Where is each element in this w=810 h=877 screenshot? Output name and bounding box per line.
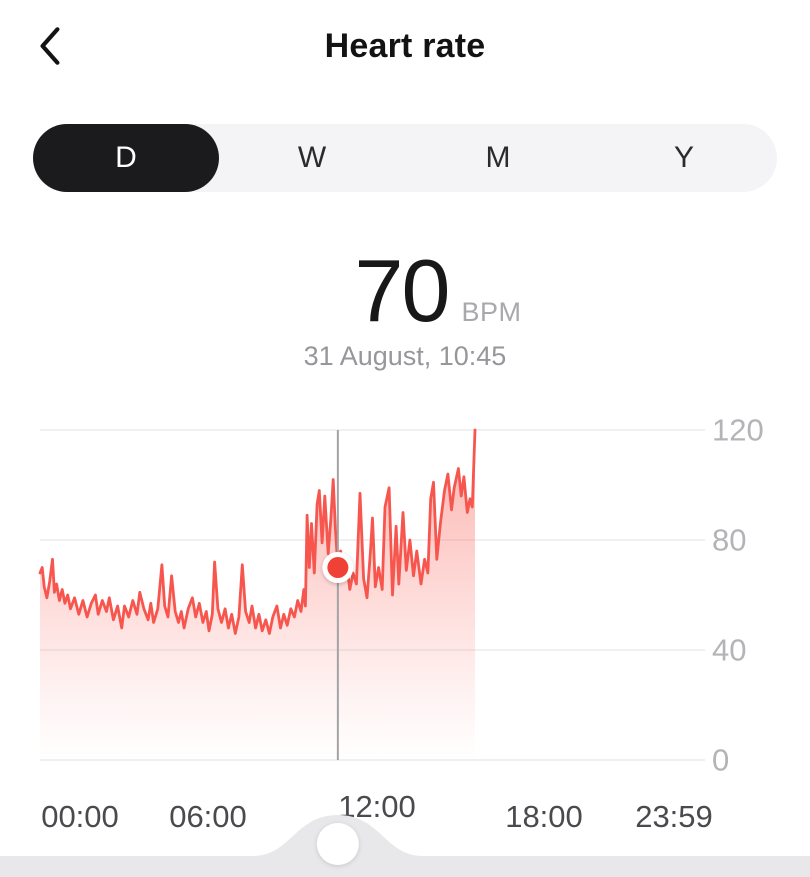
current-reading: 70 BPM — [33, 247, 810, 335]
series-area-fill — [40, 430, 475, 760]
x-tick-label: 18:00 — [505, 799, 583, 834]
tab-month[interactable]: M — [405, 124, 591, 192]
tab-week[interactable]: W — [219, 124, 405, 192]
reading-datetime: 31 August, 10:45 — [303, 341, 507, 371]
range-selector: D W M Y — [33, 124, 777, 192]
tab-day[interactable]: D — [33, 124, 219, 192]
cursor-dot[interactable] — [322, 552, 354, 583]
x-tick-label: 00:00 — [41, 799, 119, 834]
y-tick-label: 0 — [712, 743, 729, 778]
y-axis-labels: 120 80 40 0 — [712, 413, 764, 778]
tab-year[interactable]: Y — [591, 124, 777, 192]
x-tick-label: 06:00 — [169, 799, 247, 834]
y-tick-label: 40 — [712, 633, 746, 668]
chart-plot-area[interactable] — [40, 430, 705, 760]
time-scrubber — [0, 815, 810, 877]
scrubber-handle[interactable] — [316, 823, 359, 865]
y-tick-label: 80 — [712, 523, 746, 558]
y-tick-label: 120 — [712, 413, 764, 448]
back-button[interactable] — [26, 18, 74, 74]
scrubber-track[interactable] — [0, 815, 810, 877]
bpm-unit: BPM — [461, 297, 522, 327]
series-line — [38, 428, 477, 635]
page-title: Heart rate — [324, 27, 486, 65]
bpm-value: 70 — [354, 241, 451, 340]
chevron-left-icon — [40, 27, 60, 65]
x-tick-label: 23:59 — [635, 799, 713, 834]
